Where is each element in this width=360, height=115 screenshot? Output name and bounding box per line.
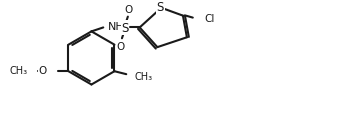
Text: S: S — [157, 1, 164, 14]
Text: O: O — [125, 5, 133, 15]
Text: Cl: Cl — [204, 13, 215, 23]
Text: CH₃: CH₃ — [134, 72, 152, 81]
Text: S: S — [121, 22, 129, 35]
Text: O: O — [39, 66, 47, 76]
Text: CH₃: CH₃ — [9, 66, 27, 76]
Text: NH: NH — [108, 22, 125, 32]
Text: O: O — [117, 42, 125, 52]
